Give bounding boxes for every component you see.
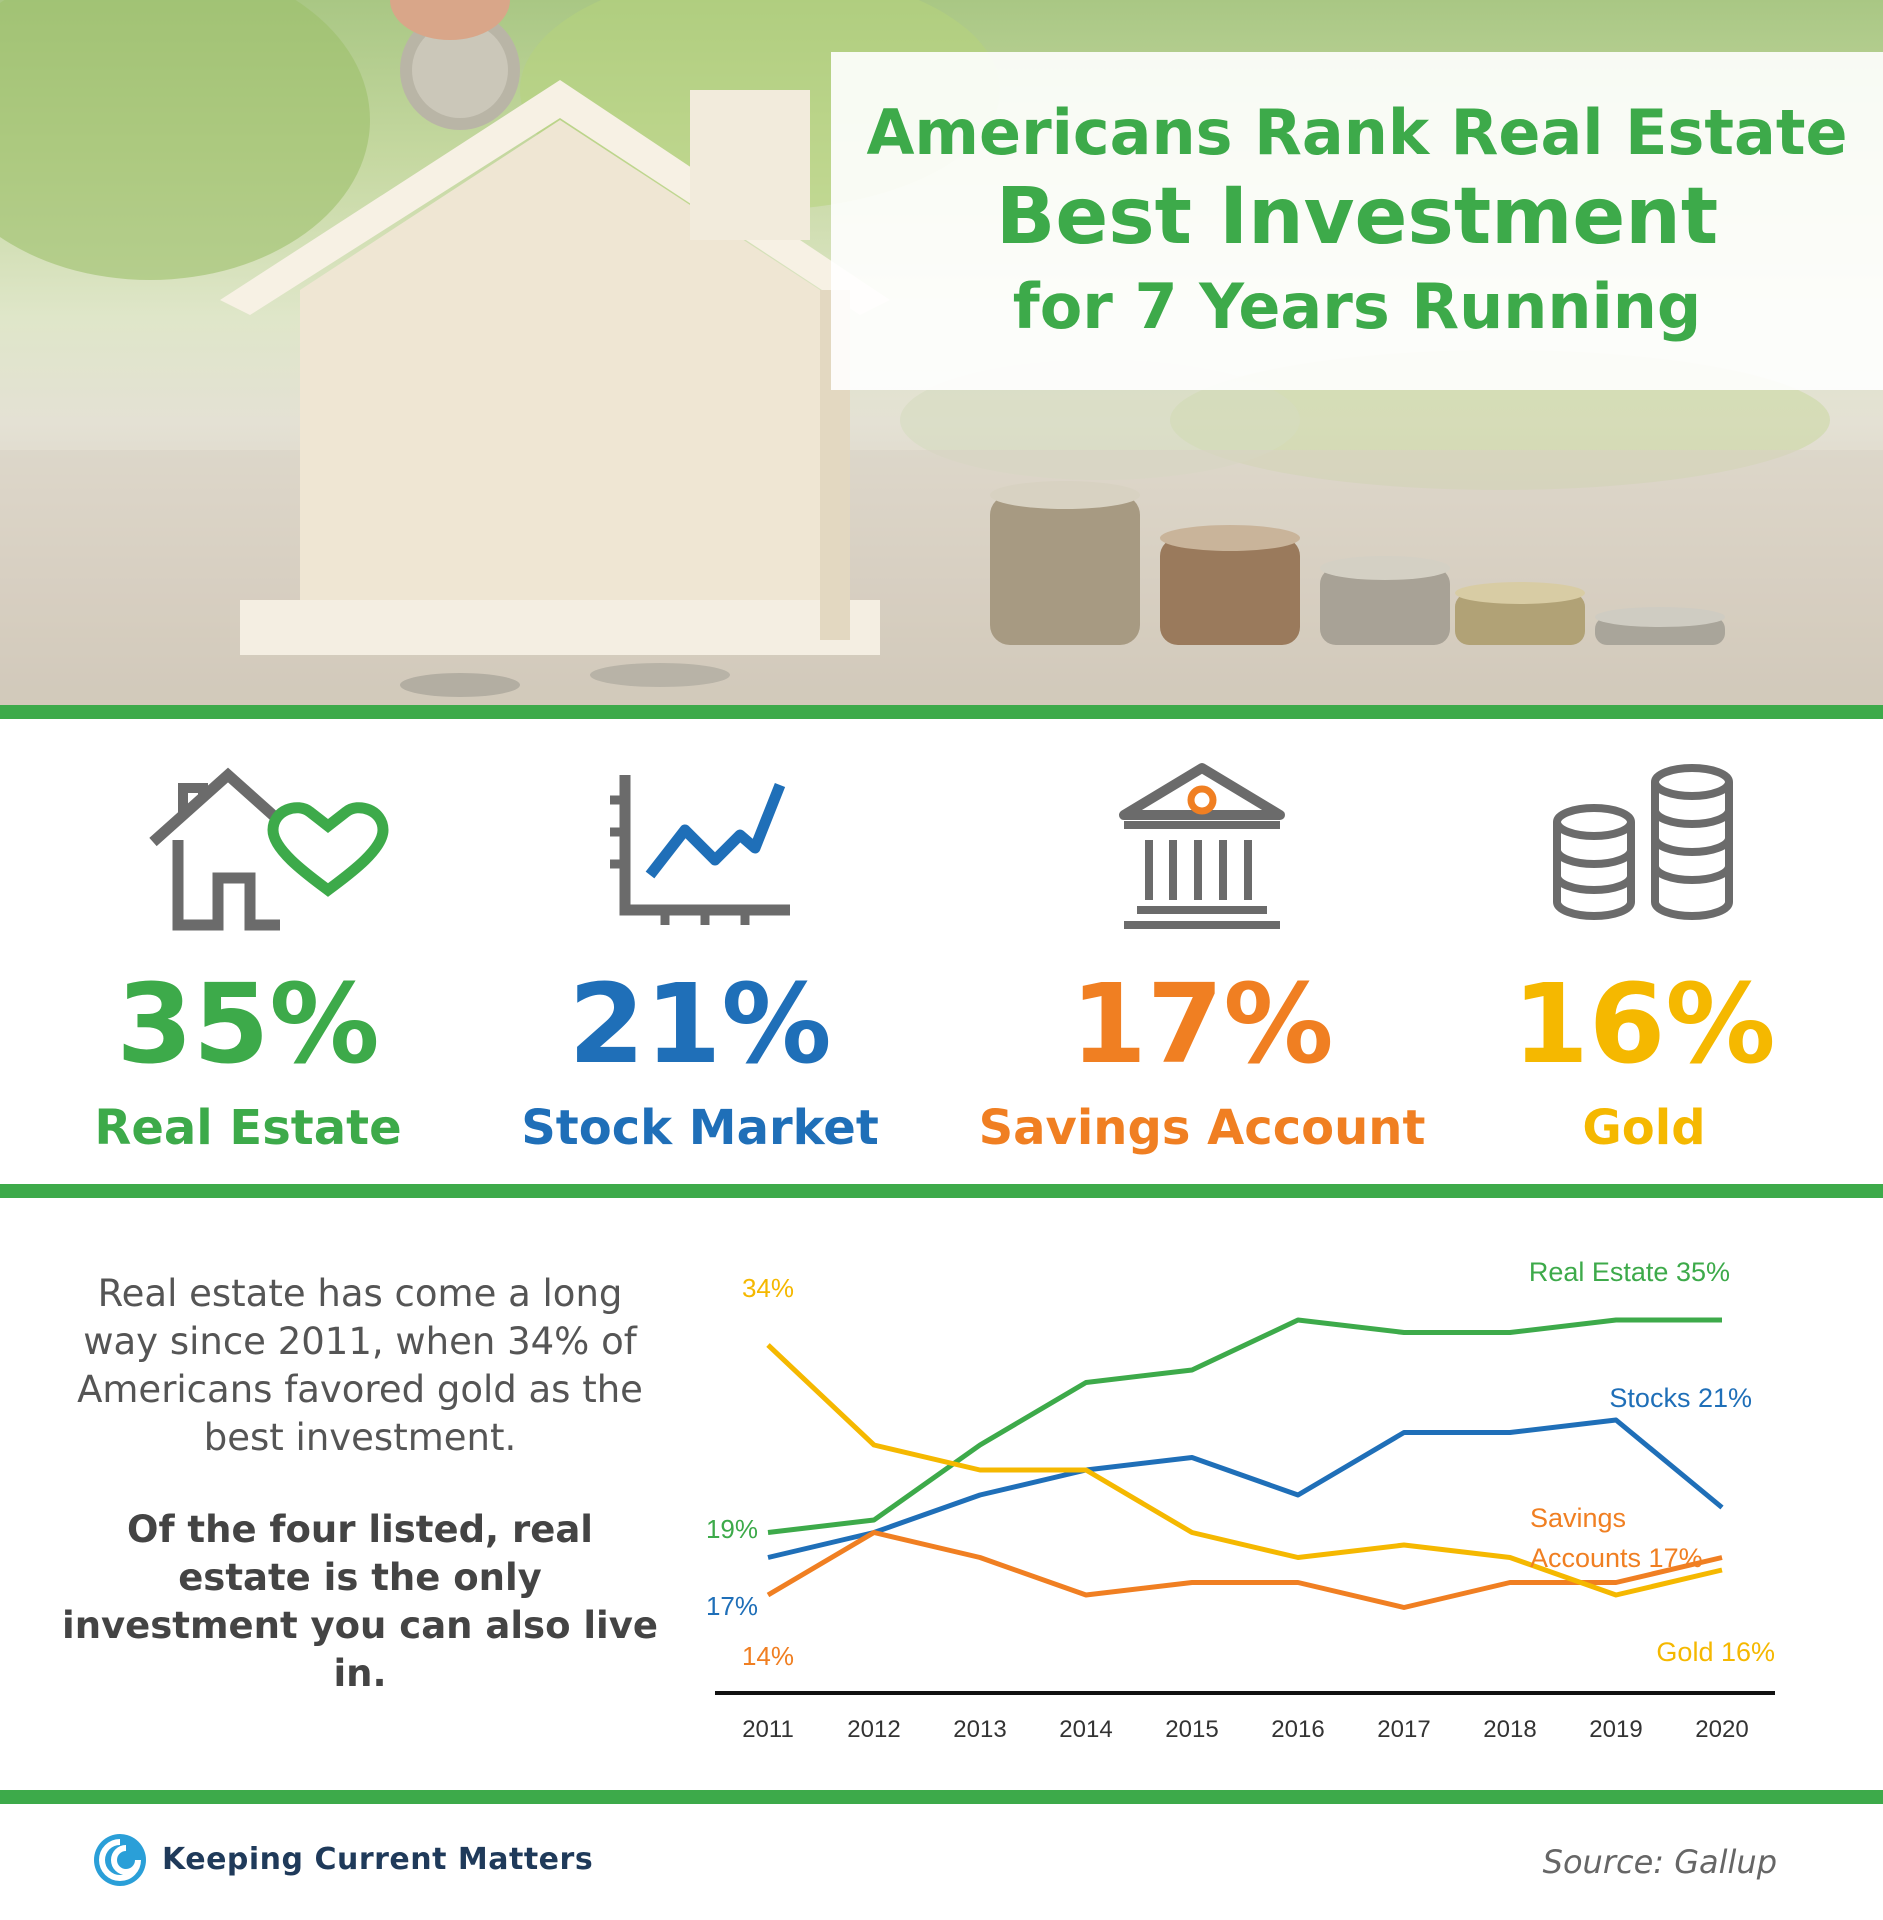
line-chart-icon [610,775,790,925]
stat-value: 21% [568,960,832,1088]
stat-label: Gold [1582,1100,1706,1156]
stat-value: 16% [1512,960,1776,1088]
x-tick-label: 2014 [1059,1716,1112,1743]
series-line-real-estate [767,1317,1722,1535]
x-tick-labels: 2011 2012 2013 2014 2015 2016 2017 2018 2019 2020 [742,1716,1749,1743]
annotation-savings-end-line2: Accounts 17% [1530,1543,1703,1573]
house-heart-icon [149,767,389,931]
title-box: Americans Rank Real Estate Best Investme… [831,52,1883,390]
narrative-highlight: Of the four listed, real estate is the o… [62,1508,658,1695]
annotation-gold-start: 34% [742,1273,794,1303]
annotation-gold-end: Gold 16% [1656,1637,1775,1667]
brand: Keeping Current Matters [92,1832,593,1892]
source-note: Source: Gallup [1542,1843,1777,1881]
series-line-gold [766,1343,1723,1598]
line-chart: 2011 2012 2013 2014 2015 2016 2017 2018 2019 2020… [706,1257,1775,1743]
series-lines [766,1317,1724,1610]
x-tick-label: 2011 [742,1716,794,1743]
annotation-real-estate-end: Real Estate 35% [1529,1257,1730,1287]
stat-label: Real Estate [94,1100,402,1156]
x-tick-label: 2013 [953,1716,1006,1743]
brand-name: Keeping Current Matters [162,1842,594,1877]
title-line-2: Best Investment [995,172,1719,262]
stat-real-estate: 35% Real Estate [18,760,478,1170]
x-tick-label: 2020 [1695,1716,1748,1743]
title-line-3: for 7 Years Running [1012,270,1702,343]
stat-gold: 16% Gold [1414,760,1874,1170]
house-and-coins-photo [0,0,1883,705]
stat-value: 17% [1070,960,1334,1088]
coin-stacks-icon [1553,764,1733,920]
x-tick-label: 2019 [1589,1716,1642,1743]
hero-photo: Americans Rank Real Estate Best Investme… [0,0,1883,705]
stat-label: Savings Account [978,1100,1426,1156]
annotation-stocks-start: 17% [706,1591,758,1621]
divider-bar [0,705,1883,719]
divider-bar [0,1184,1883,1198]
x-tick-label: 2017 [1377,1716,1430,1743]
annotation-real-estate-start: 19% [706,1514,758,1544]
series-line-stocks [767,1417,1724,1560]
divider-bar [0,1790,1883,1804]
narrative: Real estate has come a long way since 20… [60,1270,660,1698]
title-line-1: Americans Rank Real Estate [866,96,1848,169]
stat-label: Stock Market [521,1100,879,1156]
x-tick-label: 2015 [1165,1716,1218,1743]
bank-icon [1119,763,1285,929]
narrative-paragraph: Real estate has come a long way since 20… [77,1272,643,1459]
stat-value: 35% [116,960,380,1088]
stat-savings-account: 17% Savings Account [972,760,1432,1170]
annotation-savings-start: 14% [742,1641,794,1671]
stat-stock-market: 21% Stock Market [470,760,930,1170]
brand-logo-icon [94,1834,146,1886]
x-tick-label: 2018 [1483,1716,1536,1743]
series-line-savings-accounts [766,1530,1723,1610]
annotation-stocks-end: Stocks 21% [1609,1383,1752,1413]
annotation-savings-end-line1: Savings [1530,1503,1626,1533]
x-tick-label: 2012 [847,1716,900,1743]
x-tick-label: 2016 [1271,1716,1324,1743]
